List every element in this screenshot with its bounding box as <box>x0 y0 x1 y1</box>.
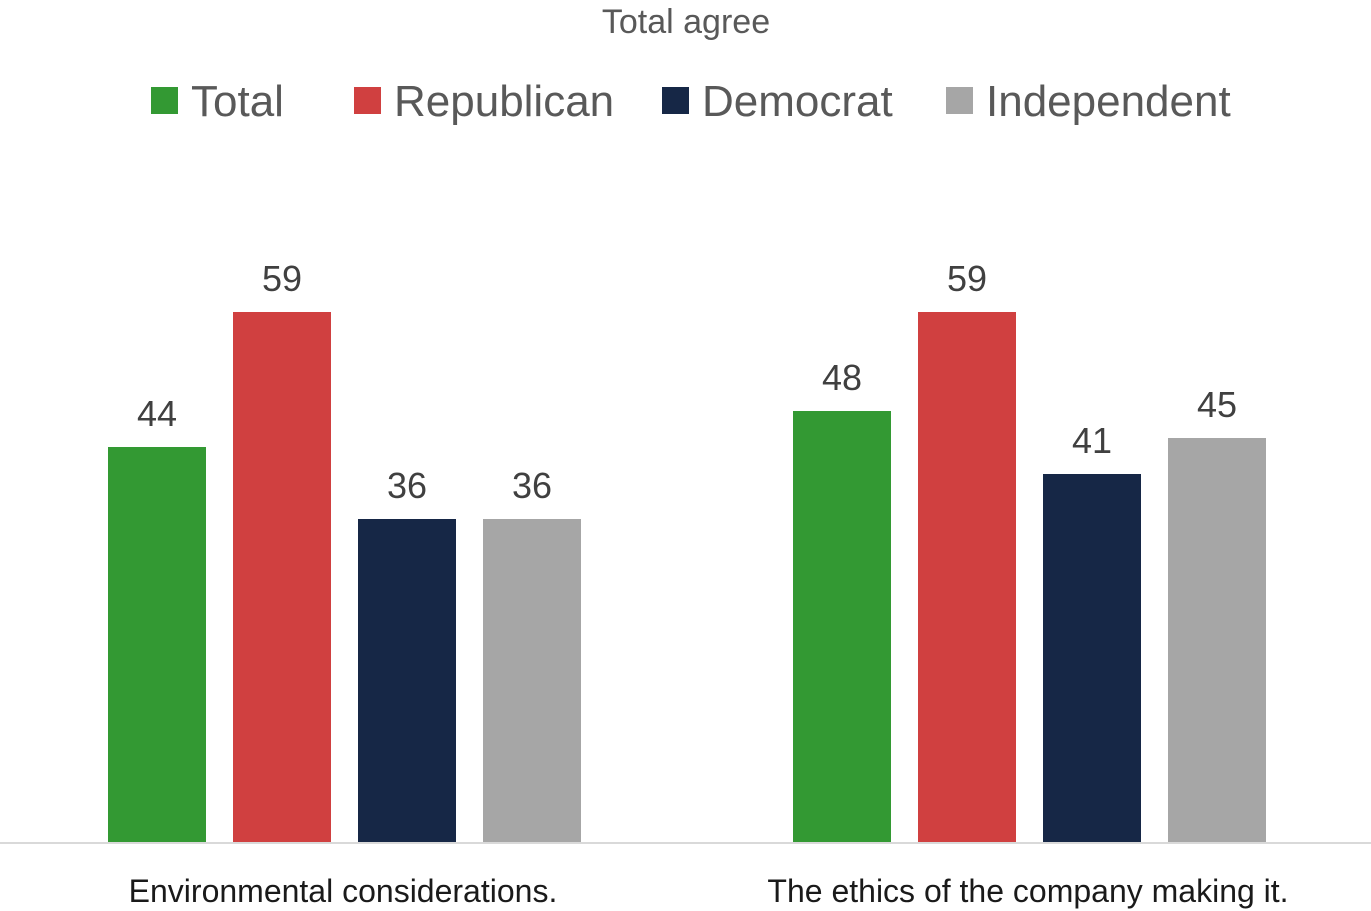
data-labels: 44 59 36 36 48 59 41 45 <box>137 258 1237 506</box>
bar-democrat-0 <box>358 519 456 843</box>
data-label-republican-1: 59 <box>947 258 987 299</box>
data-label-total-0: 44 <box>137 393 177 434</box>
category-label-0: Environmental considerations. <box>129 873 558 909</box>
chart-title: Total agree <box>602 3 770 41</box>
data-label-independent-1: 45 <box>1197 384 1237 425</box>
bar-total-1 <box>793 411 891 843</box>
data-label-republican-0: 59 <box>262 258 302 299</box>
bar-independent-1 <box>1168 438 1266 843</box>
bar-democrat-1 <box>1043 474 1141 843</box>
legend-swatch-independent <box>946 87 973 114</box>
bar-republican-1 <box>918 312 1016 843</box>
legend-swatch-democrat <box>662 87 689 114</box>
bar-total-0 <box>108 447 206 843</box>
legend: Total Republican Democrat Independent <box>151 77 1231 126</box>
legend-label-republican: Republican <box>394 77 614 126</box>
legend-swatch-total <box>151 87 178 114</box>
data-label-independent-0: 36 <box>512 465 552 506</box>
bars <box>108 312 1266 843</box>
bar-independent-0 <box>483 519 581 843</box>
bar-republican-0 <box>233 312 331 843</box>
data-label-democrat-0: 36 <box>387 465 427 506</box>
data-label-total-1: 48 <box>822 357 862 398</box>
legend-label-total: Total <box>191 77 284 126</box>
category-labels: Environmental considerations. The ethics … <box>129 873 1289 909</box>
legend-swatch-republican <box>354 87 381 114</box>
data-label-democrat-1: 41 <box>1072 420 1112 461</box>
legend-label-independent: Independent <box>986 77 1231 126</box>
category-label-1: The ethics of the company making it. <box>767 873 1288 909</box>
legend-label-democrat: Democrat <box>702 77 893 126</box>
